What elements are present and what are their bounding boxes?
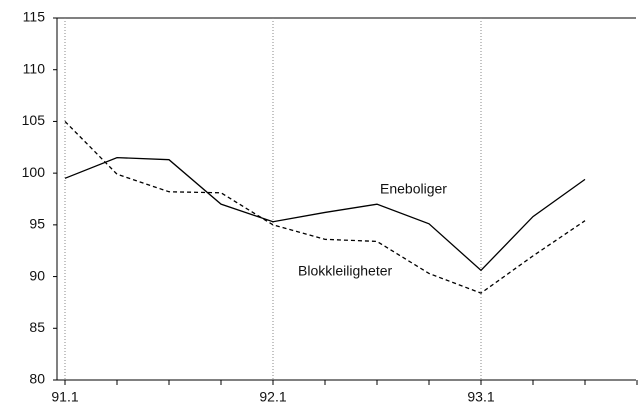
y-tick-label: 105 xyxy=(22,112,46,128)
y-tick-label: 90 xyxy=(29,267,45,283)
x-tick-label: 93.1 xyxy=(467,389,494,405)
series-label: Blokkleiligheter xyxy=(298,263,392,279)
y-tick-label: 85 xyxy=(29,319,45,335)
series-label: Eneboliger xyxy=(380,181,447,197)
y-tick-label: 110 xyxy=(23,60,46,76)
y-tick-label: 115 xyxy=(23,9,46,25)
x-tick-label: 91.1 xyxy=(51,389,78,405)
y-tick-label: 80 xyxy=(29,371,45,387)
series-line xyxy=(64,156,586,272)
x-tick-label: 92.1 xyxy=(259,389,286,405)
y-tick-label: 100 xyxy=(22,164,46,180)
y-tick-label: 95 xyxy=(29,216,45,232)
series-line xyxy=(64,120,586,294)
